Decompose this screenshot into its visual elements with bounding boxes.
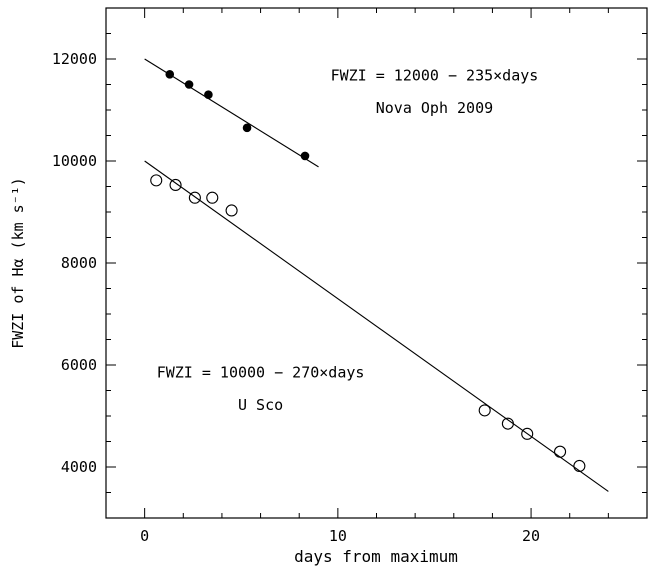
x-axis-label: days from maximum	[294, 547, 458, 566]
annotation: FWZI = 12000 − 235×days	[331, 66, 539, 84]
data-point-filled	[184, 80, 194, 89]
axis-ticks	[106, 8, 647, 518]
data-point-open	[478, 404, 491, 417]
fit-lines	[144, 58, 609, 492]
annotations: FWZI = 12000 − 235×days Nova Oph 2009 FWZI…	[157, 66, 539, 413]
y-tick-label: 8000	[61, 254, 97, 272]
data-point-filled	[165, 70, 175, 79]
data-point-open	[188, 191, 201, 204]
fit-line	[144, 58, 319, 168]
annotation: FWZI = 10000 − 270×days	[157, 364, 365, 382]
data-point-filled	[300, 151, 310, 161]
x-tick-label: 10	[329, 527, 347, 545]
y-axis-label: FWZI of Hα (km s⁻¹)	[9, 177, 27, 349]
data-point-open	[521, 427, 534, 440]
annotation: U Sco	[238, 396, 283, 414]
data-point-open	[150, 174, 163, 187]
data-point-filled	[242, 123, 252, 133]
y-tick-label: 4000	[61, 458, 97, 476]
data-point-open	[501, 417, 514, 430]
x-tick-labels: 0 10 20	[140, 527, 540, 545]
y-tick-labels: 4000 6000 8000 10000 12000	[52, 50, 97, 476]
annotation: Nova Oph 2009	[376, 99, 493, 117]
data-point-open	[206, 191, 219, 204]
data-point-open	[573, 459, 586, 473]
data-point-open	[169, 178, 182, 192]
data-point-filled	[204, 90, 213, 99]
y-tick-label: 12000	[52, 50, 97, 68]
x-tick-label: 0	[140, 527, 149, 545]
data-points	[150, 70, 586, 473]
x-tick-label: 20	[522, 527, 540, 545]
y-tick-label: 6000	[61, 356, 97, 374]
fit-line	[144, 160, 609, 492]
data-point-open	[225, 204, 238, 217]
data-point-open	[554, 445, 567, 458]
y-tick-label: 10000	[52, 152, 97, 170]
